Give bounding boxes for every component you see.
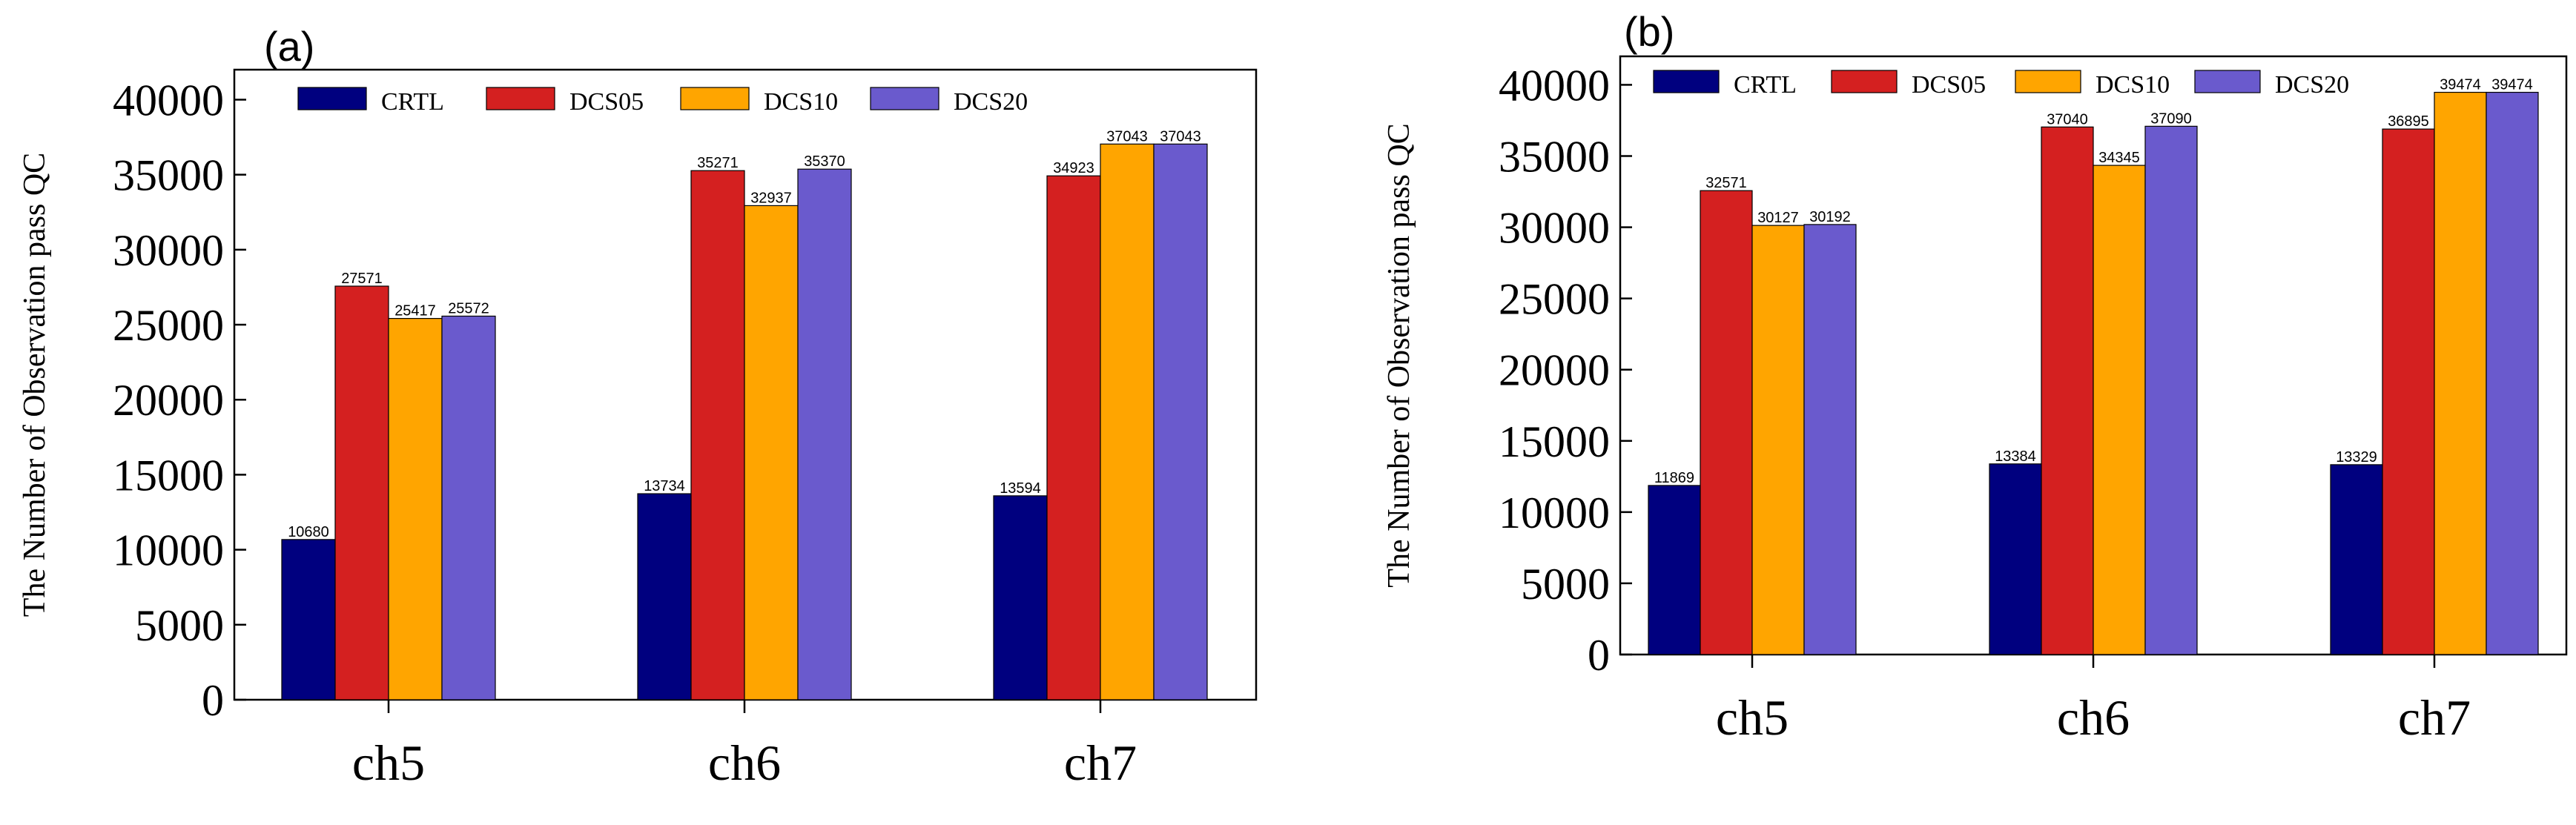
data-label: 25572 — [448, 300, 489, 317]
legend-label: DCS10 — [764, 88, 838, 116]
data-label: 39474 — [2440, 77, 2481, 93]
bar-dcs20-ch5 — [441, 315, 496, 700]
data-label: 37090 — [2150, 110, 2192, 127]
bar-dcs05-ch7 — [1046, 175, 1101, 700]
y-tick-label: 35000 — [113, 151, 224, 200]
y-tick-label: 10000 — [113, 526, 224, 575]
data-label: 37040 — [2047, 111, 2088, 127]
data-label: 13384 — [1995, 448, 2036, 465]
y-axis-label: The Number of Observation pass QC — [1382, 123, 1416, 587]
x-tick-label: ch6 — [708, 735, 781, 791]
data-label: 30127 — [1757, 210, 1799, 226]
y-tick-label: 15000 — [113, 451, 224, 500]
bar-dcs05-ch5 — [334, 285, 389, 700]
panel-label: (a) — [264, 23, 314, 70]
data-label: 30192 — [1809, 209, 1851, 225]
panel-label: (b) — [1624, 8, 1674, 55]
y-tick-label: 20000 — [113, 376, 224, 425]
legend-label: DCS05 — [1912, 71, 1986, 99]
x-tick-label: ch6 — [2057, 689, 2130, 746]
y-tick-label: 40000 — [113, 76, 224, 125]
data-label: 13594 — [1000, 480, 1041, 497]
bar-dcs10-ch5 — [388, 318, 443, 700]
y-tick-label: 25000 — [1499, 275, 1610, 324]
data-label: 37043 — [1106, 128, 1148, 145]
legend-swatch-dcs10 — [680, 87, 750, 110]
bar-dcs20-ch7 — [1153, 143, 1208, 700]
bar-crtl-ch5 — [1648, 485, 1701, 655]
legend-label: DCS10 — [2096, 71, 2170, 99]
bar-dcs05-ch6 — [690, 170, 745, 700]
bar-dcs10-ch7 — [2434, 91, 2487, 655]
y-tick-label: 0 — [202, 676, 224, 725]
legend-swatch-dcs05 — [1831, 70, 1898, 93]
bar-dcs10-ch6 — [2093, 165, 2146, 655]
legend-label: DCS20 — [2275, 71, 2349, 99]
legend-label: CRTL — [1734, 71, 1797, 99]
bar-dcs20-ch6 — [797, 168, 852, 700]
data-label: 32571 — [1705, 175, 1747, 191]
bar-crtl-ch7 — [2330, 464, 2383, 655]
bar-dcs05-ch5 — [1700, 190, 1753, 655]
x-tick-label: ch7 — [2398, 689, 2471, 746]
bar-dcs10-ch7 — [1100, 143, 1155, 700]
bar-dcs05-ch7 — [2382, 128, 2435, 655]
x-tick-label: ch5 — [1716, 689, 1789, 746]
y-tick-label: 35000 — [1499, 133, 1610, 182]
data-label: 10680 — [288, 524, 329, 540]
bar-dcs10-ch6 — [744, 205, 799, 700]
y-tick-label: 15000 — [1499, 417, 1610, 466]
y-tick-label: 40000 — [1499, 61, 1610, 110]
legend-label: CRTL — [381, 88, 444, 116]
bar-dcs20-ch6 — [2144, 125, 2198, 655]
y-tick-label: 5000 — [135, 601, 224, 650]
bar-dcs20-ch7 — [2486, 91, 2539, 655]
chart-panel-0: (a) The Number of Observation pass QC 0 500… — [18, 23, 1258, 791]
legend-swatch-crtl — [1653, 70, 1720, 93]
data-label: 39474 — [2491, 77, 2533, 93]
y-tick-label: 10000 — [1499, 488, 1610, 537]
y-tick-label: 30000 — [113, 226, 224, 275]
bar-dcs05-ch6 — [2041, 126, 2094, 655]
y-tick-label: 20000 — [1499, 346, 1610, 395]
x-tick-label: ch7 — [1064, 735, 1137, 791]
bar-dcs10-ch5 — [1751, 225, 1805, 655]
y-tick-label: 0 — [1588, 631, 1610, 680]
data-label: 36895 — [2388, 113, 2429, 130]
data-label: 13329 — [2336, 449, 2377, 465]
data-label: 35370 — [804, 153, 845, 170]
legend-swatch-dcs20 — [870, 87, 939, 110]
legend-label: DCS05 — [569, 88, 644, 116]
legend-swatch-dcs10 — [2015, 70, 2081, 93]
legend-swatch-crtl — [297, 87, 367, 110]
data-label: 35271 — [697, 155, 739, 171]
data-label: 37043 — [1160, 128, 1201, 145]
data-label: 32937 — [750, 190, 792, 206]
legend-swatch-dcs20 — [2194, 70, 2261, 93]
bar-crtl-ch7 — [993, 495, 1048, 700]
data-label: 27571 — [341, 271, 383, 287]
y-tick-label: 25000 — [113, 301, 224, 350]
bar-crtl-ch5 — [281, 539, 336, 700]
data-label: 34345 — [2098, 150, 2140, 166]
x-tick-label: ch5 — [352, 735, 425, 791]
data-label: 11869 — [1654, 470, 1694, 486]
y-axis-label: The Number of Observation pass QC — [18, 153, 52, 617]
y-tick-label: 30000 — [1499, 204, 1610, 253]
data-label: 25417 — [394, 303, 436, 319]
legend-swatch-dcs05 — [486, 87, 555, 110]
legend-label: DCS20 — [954, 88, 1028, 116]
y-tick-label: 5000 — [1521, 560, 1610, 609]
data-label: 34923 — [1053, 160, 1094, 176]
bar-dcs20-ch5 — [1803, 224, 1857, 655]
bar-crtl-ch6 — [637, 493, 692, 700]
data-label: 13734 — [644, 478, 685, 494]
chart-panel-1: (b) The Number of Observation pass QC 0 500… — [1382, 8, 2568, 746]
bar-crtl-ch6 — [1989, 463, 2042, 655]
